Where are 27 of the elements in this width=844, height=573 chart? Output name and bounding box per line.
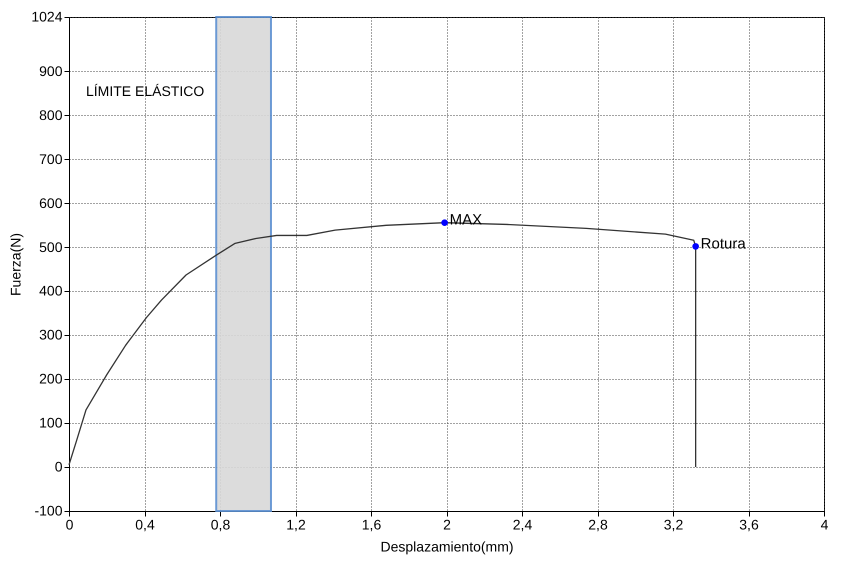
- x-tick-label: 1,2: [286, 516, 306, 532]
- y-axis-title: Fuerza(N): [7, 232, 24, 296]
- x-tick-label: 3,2: [664, 516, 684, 532]
- y-tick-label: 700: [39, 150, 63, 167]
- y-tick-label: 1024: [31, 8, 63, 24]
- x-tick-label: 2: [443, 516, 452, 532]
- y-tick-label: 300: [39, 326, 63, 343]
- x-tick-label: 2,8: [588, 516, 608, 532]
- x-tick-label: 0,4: [135, 516, 155, 532]
- x-tick-label: 1,6: [362, 516, 382, 532]
- y-tick-label: -100: [34, 502, 63, 518]
- x-tick-label: 4: [820, 516, 829, 532]
- y-tick-label: 200: [39, 370, 63, 387]
- y-tick-label: 400: [39, 282, 63, 299]
- x-tick-label: 3,6: [739, 516, 759, 532]
- y-tick-label: 500: [39, 238, 63, 255]
- x-tick-label: 2,4: [512, 516, 532, 532]
- annotation: Rotura: [700, 235, 746, 252]
- y-tick-label: 0: [54, 458, 63, 475]
- y-tick-label: 800: [39, 106, 63, 123]
- x-tick-label: 0,8: [210, 516, 230, 532]
- x-tick-label: 0: [66, 516, 74, 532]
- y-tick-label: 100: [39, 414, 63, 431]
- band-label: LÍMITE ELÁSTICO: [86, 83, 204, 99]
- y-tick-label: 600: [39, 194, 63, 211]
- x-axis-title: Desplazamiento(mm): [380, 538, 514, 554]
- y-tick-label: 900: [39, 63, 63, 79]
